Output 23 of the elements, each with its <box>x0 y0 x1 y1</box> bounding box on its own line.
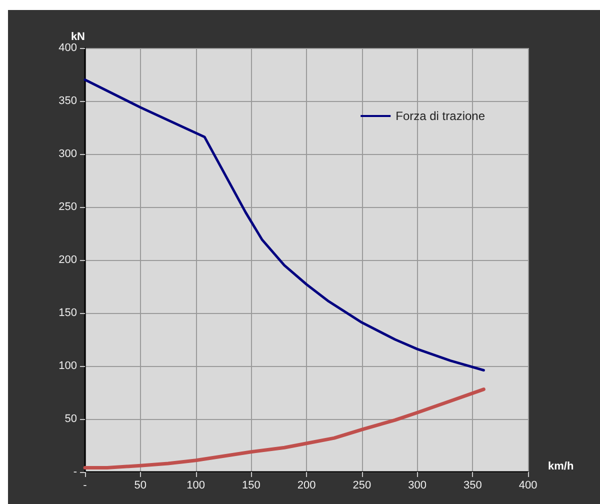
x-tick-label: 400 <box>518 480 538 492</box>
line-series <box>83 388 486 470</box>
y-tick-label: 350 <box>58 95 77 107</box>
y-axis-title: kN <box>70 31 86 44</box>
y-tick-label: 50 <box>64 413 77 425</box>
y-tick-label: 300 <box>58 148 77 160</box>
x-tick-label: 150 <box>242 480 260 492</box>
y-tick-label: 250 <box>58 201 77 213</box>
line-series <box>84 78 485 372</box>
x-tick-label: 350 <box>463 480 482 492</box>
y-tick-label: 150 <box>58 307 77 319</box>
x-tick-label: 50 <box>134 480 146 492</box>
y-tick-label: - <box>73 466 78 478</box>
y-tick-label: 400 <box>58 42 77 54</box>
x-tick-label: 300 <box>408 480 426 492</box>
y-tick-label: 200 <box>58 254 77 266</box>
legend-label: Forza di trazione <box>396 109 486 123</box>
x-axis-title: km/h <box>548 460 574 472</box>
x-tick-label: - <box>83 480 88 492</box>
x-tick-label: 100 <box>186 480 205 492</box>
x-tick-label: 200 <box>297 480 316 492</box>
y-tick-label: 100 <box>58 360 77 372</box>
x-tick-label: 250 <box>352 480 372 492</box>
